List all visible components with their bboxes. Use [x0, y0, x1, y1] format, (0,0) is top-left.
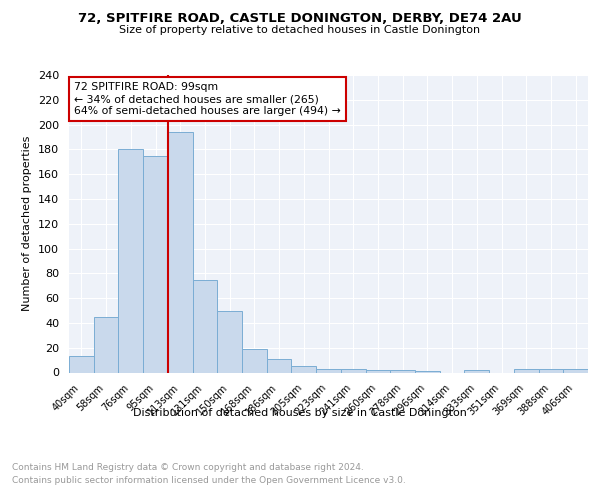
Bar — [118, 150, 143, 372]
Bar — [242, 349, 267, 372]
Bar — [168, 132, 193, 372]
Bar — [539, 369, 563, 372]
Text: 72, SPITFIRE ROAD, CASTLE DONINGTON, DERBY, DE74 2AU: 72, SPITFIRE ROAD, CASTLE DONINGTON, DER… — [78, 12, 522, 26]
Bar — [316, 369, 341, 372]
Bar — [193, 280, 217, 372]
Text: 72 SPITFIRE ROAD: 99sqm
← 34% of detached houses are smaller (265)
64% of semi-d: 72 SPITFIRE ROAD: 99sqm ← 34% of detache… — [74, 82, 341, 116]
Text: Size of property relative to detached houses in Castle Donington: Size of property relative to detached ho… — [119, 25, 481, 35]
Bar — [69, 356, 94, 372]
Text: Distribution of detached houses by size in Castle Donington: Distribution of detached houses by size … — [133, 408, 467, 418]
Text: Contains HM Land Registry data © Crown copyright and database right 2024.: Contains HM Land Registry data © Crown c… — [12, 462, 364, 471]
Bar — [267, 359, 292, 372]
Bar — [365, 370, 390, 372]
Bar — [514, 369, 539, 372]
Bar — [341, 369, 365, 372]
Bar — [390, 370, 415, 372]
Bar — [217, 310, 242, 372]
Bar — [563, 369, 588, 372]
Text: Contains public sector information licensed under the Open Government Licence v3: Contains public sector information licen… — [12, 476, 406, 485]
Bar — [143, 156, 168, 372]
Bar — [292, 366, 316, 372]
Bar — [94, 316, 118, 372]
Y-axis label: Number of detached properties: Number of detached properties — [22, 136, 32, 312]
Bar — [464, 370, 489, 372]
